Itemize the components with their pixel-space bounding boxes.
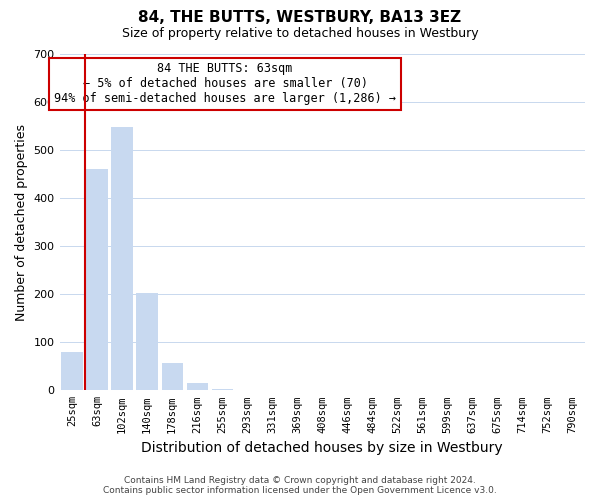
Bar (212, 389, 233, 390)
Bar (136, 294, 158, 390)
Text: 84, THE BUTTS, WESTBURY, BA13 3EZ: 84, THE BUTTS, WESTBURY, BA13 3EZ (139, 10, 461, 25)
Bar (86, 170, 108, 390)
Text: Contains HM Land Registry data © Crown copyright and database right 2024.
Contai: Contains HM Land Registry data © Crown c… (103, 476, 497, 495)
Text: 84 THE BUTTS: 63sqm
← 5% of detached houses are smaller (70)
94% of semi-detache: 84 THE BUTTS: 63sqm ← 5% of detached hou… (54, 62, 396, 106)
Text: Size of property relative to detached houses in Westbury: Size of property relative to detached ho… (122, 28, 478, 40)
Y-axis label: Number of detached properties: Number of detached properties (15, 124, 28, 320)
X-axis label: Distribution of detached houses by size in Westbury: Distribution of detached houses by size … (142, 441, 503, 455)
Bar (61, 352, 83, 391)
Bar (187, 383, 208, 390)
Bar (161, 363, 183, 390)
Bar (112, 127, 133, 390)
